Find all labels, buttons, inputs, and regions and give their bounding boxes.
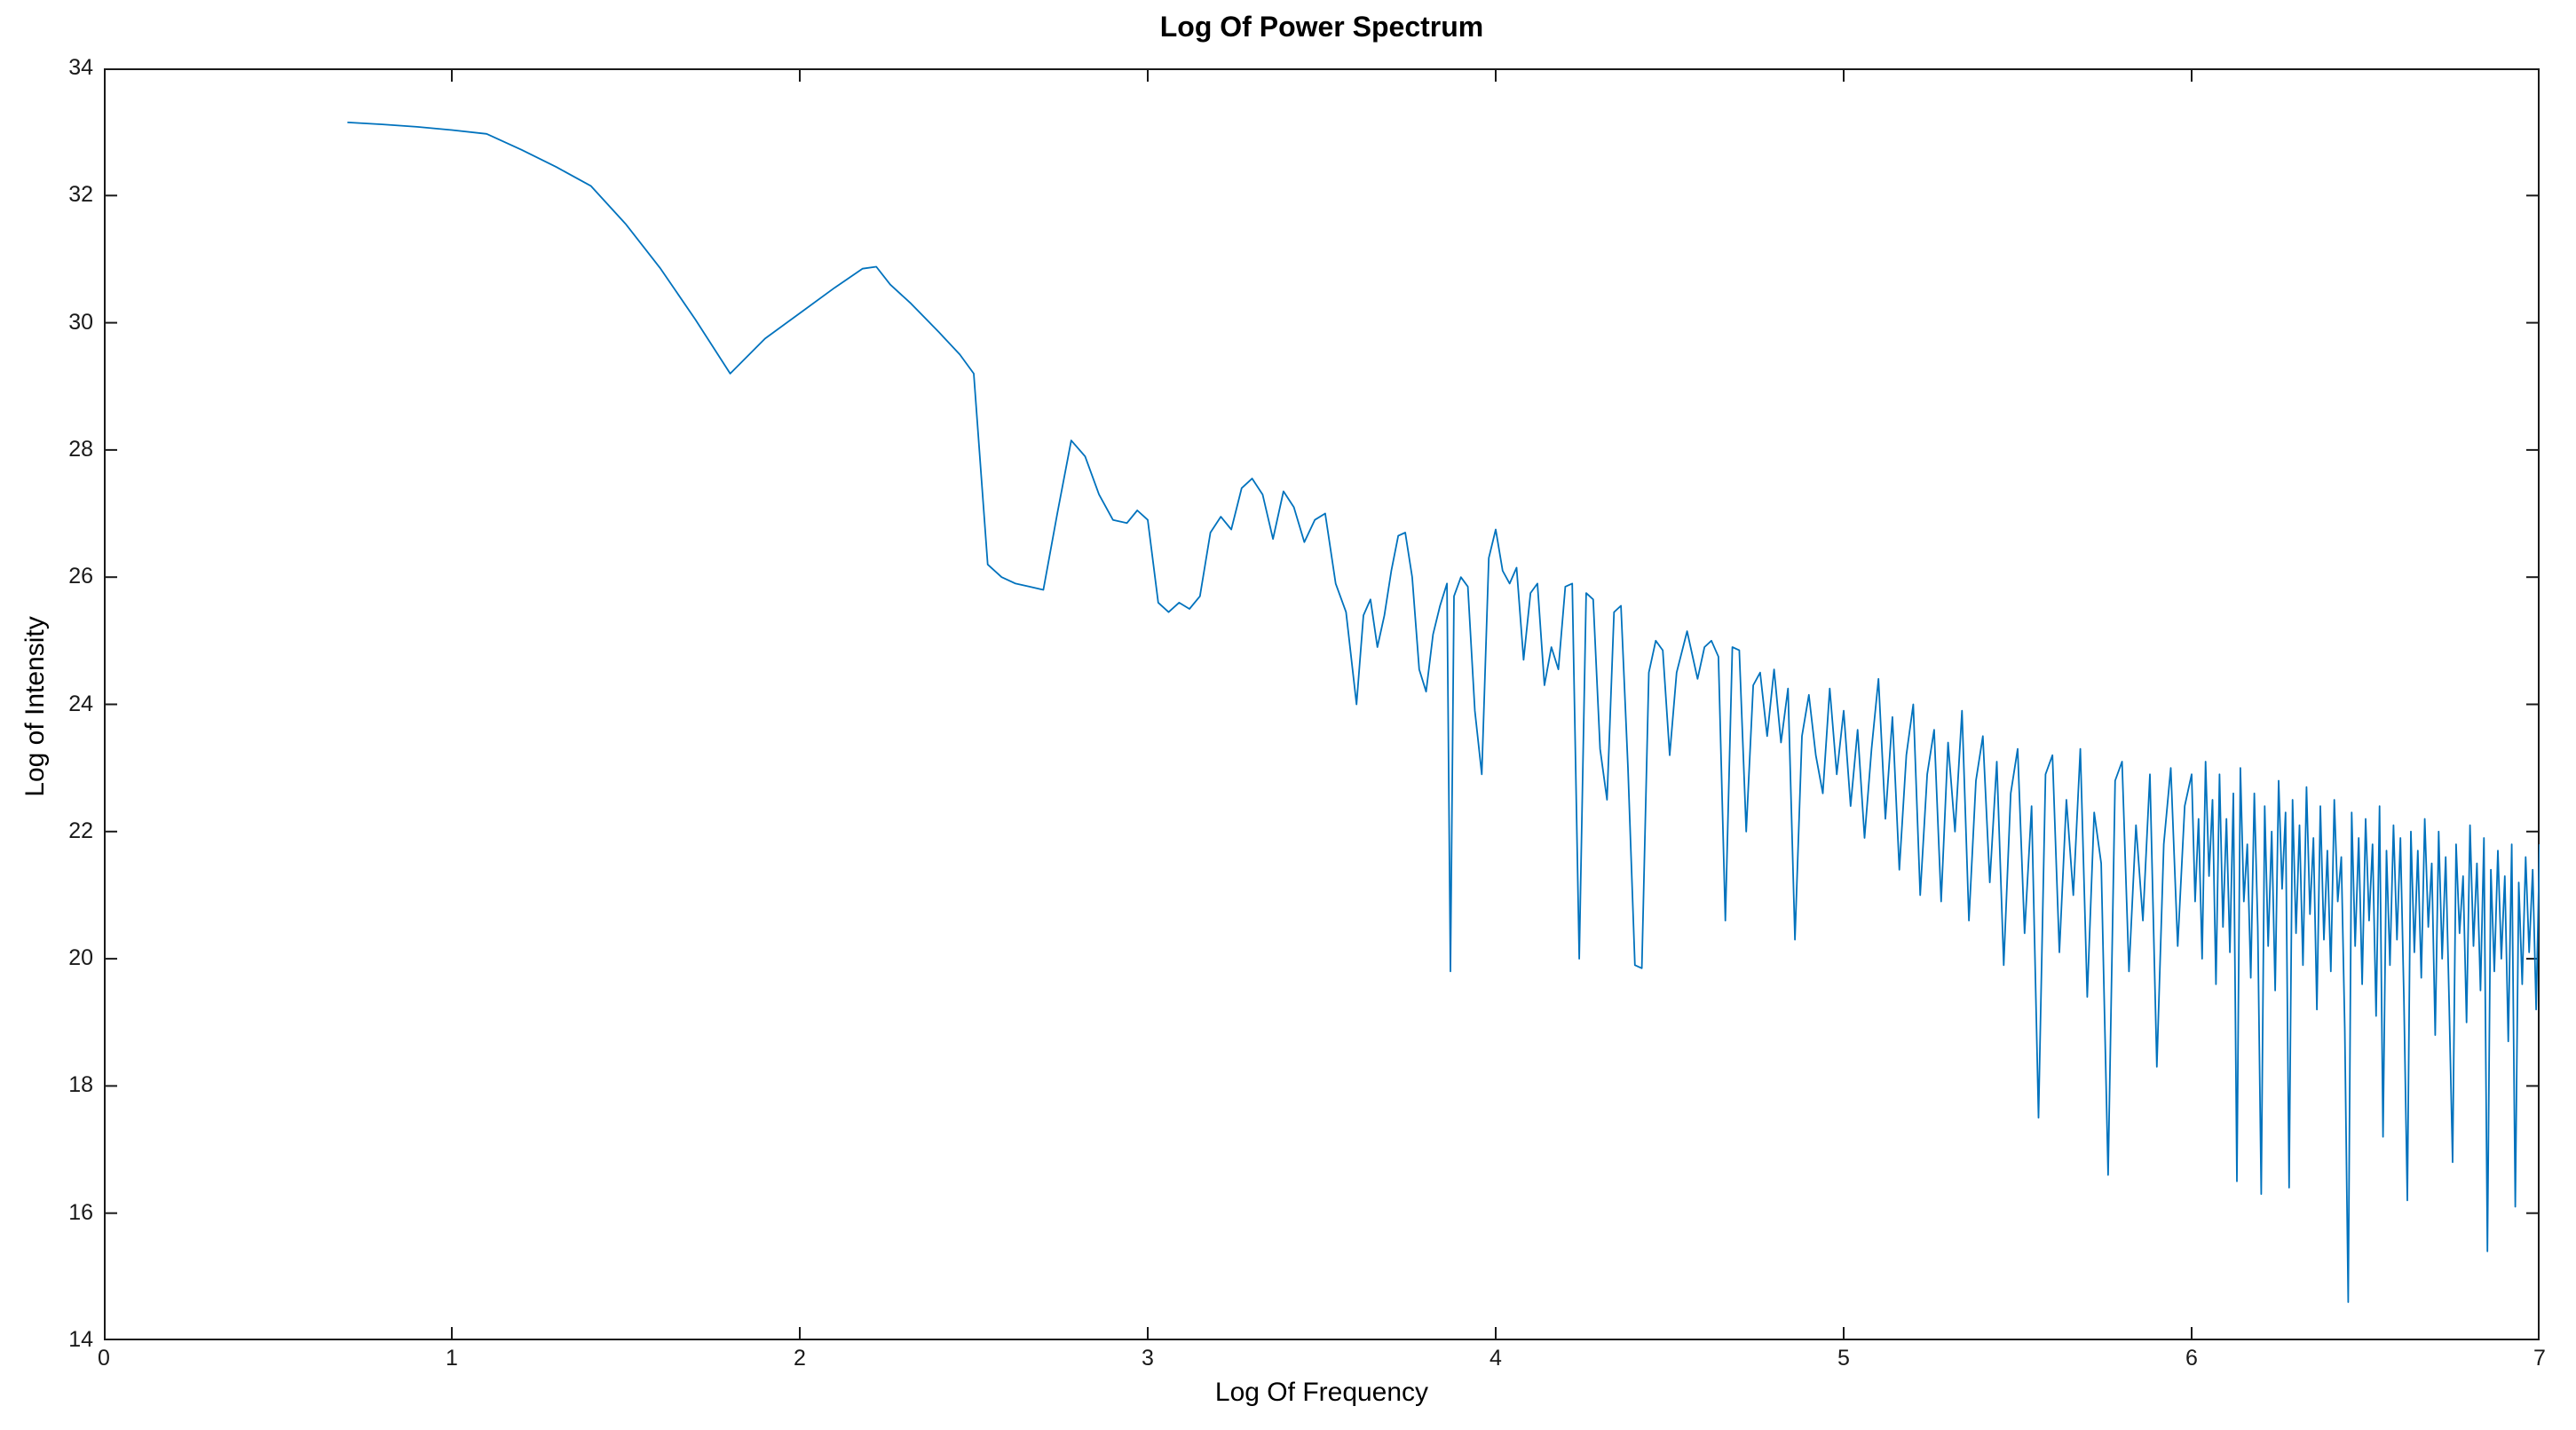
plot-canvas — [104, 68, 2540, 1340]
x-tick-label: 7 — [2533, 1346, 2546, 1371]
y-tick-label: 30 — [68, 309, 93, 335]
axes-box — [104, 68, 2540, 1340]
x-axis-label: Log Of Frequency — [1214, 1378, 1429, 1407]
y-tick-label: 18 — [68, 1072, 93, 1098]
chart-title: Log Of Power Spectrum — [1159, 11, 1484, 43]
y-tick-label: 34 — [68, 55, 93, 80]
x-tick-label: 5 — [1837, 1346, 1850, 1371]
x-tick-label: 6 — [2185, 1346, 2198, 1371]
x-tick-label: 1 — [446, 1346, 458, 1371]
y-tick-label: 26 — [68, 564, 93, 589]
y-tick-label: 32 — [68, 182, 93, 208]
x-tick-label: 2 — [794, 1346, 806, 1371]
x-tick-label: 0 — [98, 1346, 110, 1371]
y-tick-label: 20 — [68, 945, 93, 971]
y-tick-label: 16 — [68, 1199, 93, 1225]
y-tick-label: 28 — [68, 436, 93, 462]
x-tick-label: 3 — [1142, 1346, 1154, 1371]
plot-area — [104, 68, 2540, 1340]
y-tick-label: 22 — [68, 818, 93, 843]
y-tick-label: 14 — [68, 1327, 93, 1352]
x-tick-label: 4 — [1489, 1346, 1502, 1371]
spectrum-line — [347, 122, 2540, 1303]
y-tick-label: 24 — [68, 691, 93, 716]
